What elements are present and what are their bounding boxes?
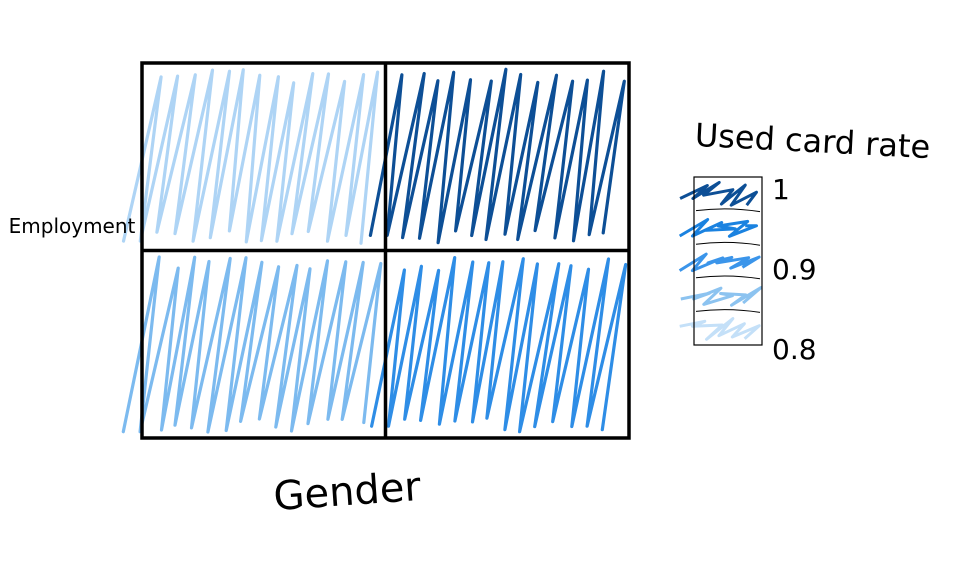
colorbar-separator — [695, 208, 761, 213]
colorbar-separator — [695, 241, 761, 246]
heatmap-cells — [121, 67, 628, 434]
colorbar-title: Used card rate — [694, 116, 931, 166]
y-axis-label: Employment — [9, 214, 136, 238]
colorbar — [678, 176, 763, 346]
colorbar-frame — [693, 176, 763, 346]
colorbar-tick-label-2: 0.8 — [772, 333, 817, 366]
x-axis-label: Gender — [272, 464, 423, 520]
colorbar-separator — [695, 309, 761, 313]
colorbar-tick-label-0: 1 — [772, 173, 790, 206]
colorbar-swatch-1 — [678, 218, 758, 238]
colorbar-swatch-4 — [679, 317, 761, 341]
colorbar-separator — [695, 275, 761, 280]
colorbar-swatch-2 — [678, 252, 761, 273]
colorbar-tick-label-1: 0.9 — [772, 253, 817, 286]
cell-scribble — [121, 255, 383, 434]
heatmap-cell-r0-c0 — [121, 68, 380, 245]
heatmap-cell-r1-c1 — [370, 256, 628, 434]
colorbar-swatch-0 — [679, 180, 758, 207]
cell-scribble — [370, 256, 628, 434]
heatmap-cell-r1-c0 — [121, 255, 383, 434]
cell-scribble — [121, 68, 380, 245]
colorbar-ticks: 1 0.9 0.8 — [772, 173, 817, 366]
heatmap-grid — [140, 61, 631, 440]
heatmap-cell-r0-c1 — [368, 67, 626, 245]
colorbar-swatch-3 — [680, 286, 763, 307]
cell-scribble — [368, 67, 626, 245]
